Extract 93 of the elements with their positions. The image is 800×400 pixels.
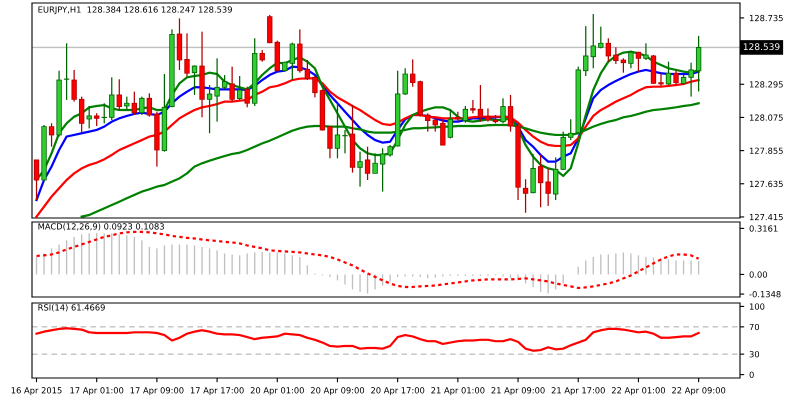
x-tick-label: 17 Apr 01:00 bbox=[70, 387, 124, 396]
candlestick bbox=[478, 84, 484, 122]
x-tick-label: 21 Apr 01:00 bbox=[431, 387, 484, 396]
candlestick bbox=[48, 122, 54, 148]
candlestick bbox=[184, 32, 190, 78]
candlestick bbox=[334, 102, 340, 159]
candlestick bbox=[688, 62, 694, 98]
candlestick bbox=[583, 25, 588, 77]
candlestick bbox=[508, 94, 514, 132]
x-tick-label: 22 Apr 09:00 bbox=[672, 387, 726, 396]
chart-title: MACD(12,26,9) 0.0923 0.1083 bbox=[38, 223, 164, 231]
candlestick bbox=[116, 78, 122, 111]
candlestick bbox=[538, 154, 544, 208]
candlestick bbox=[613, 46, 619, 65]
candlestick bbox=[146, 92, 152, 118]
x-tick-label: 16 Apr 2015 bbox=[12, 387, 62, 396]
chart-title: EURJPY,H1 128.384 128.616 128.247 128.539 bbox=[38, 6, 232, 14]
candlestick bbox=[448, 109, 454, 140]
candlestick bbox=[86, 105, 92, 130]
candlestick bbox=[455, 111, 461, 122]
x-tick-label: 17 Apr 09:00 bbox=[130, 387, 184, 396]
candlestick bbox=[380, 148, 386, 192]
candlestick bbox=[132, 91, 137, 116]
candlestick bbox=[680, 74, 686, 86]
x-tick-label: 20 Apr 01:00 bbox=[250, 387, 304, 396]
y-tick-label: 0.00 bbox=[750, 271, 768, 278]
candlestick bbox=[206, 84, 212, 134]
candlestick bbox=[696, 35, 702, 92]
candlestick bbox=[590, 13, 596, 69]
candlestick bbox=[222, 74, 228, 90]
y-tick-label: 70 bbox=[750, 324, 760, 330]
y-tick-label: 127.635 bbox=[750, 180, 783, 188]
candlestick bbox=[636, 51, 642, 72]
candlestick bbox=[432, 118, 438, 132]
x-tick-label: 20 Apr 17:00 bbox=[371, 387, 424, 396]
x-tick-label: 20 Apr 09:00 bbox=[310, 387, 364, 396]
candlestick bbox=[410, 58, 416, 88]
candlestick bbox=[440, 119, 446, 146]
chart-title: RSI(14) 61.4669 bbox=[38, 304, 105, 312]
candlestick bbox=[64, 42, 70, 101]
y-tick-label: 30 bbox=[750, 351, 760, 358]
candlestick bbox=[109, 76, 114, 121]
line-series bbox=[35, 230, 700, 290]
ref-line-label: 128.539 bbox=[744, 43, 780, 50]
candlestick bbox=[102, 102, 107, 124]
candlestick bbox=[34, 159, 40, 201]
x-tick-label: 21 Apr 17:00 bbox=[552, 387, 605, 396]
candlestick bbox=[568, 118, 574, 141]
candlestick bbox=[290, 42, 296, 81]
candlestick bbox=[124, 96, 130, 111]
candlestick bbox=[357, 151, 363, 188]
candlestick bbox=[387, 144, 393, 158]
candlestick bbox=[282, 61, 288, 72]
y-tick-label: 0 bbox=[750, 372, 754, 378]
candlestick bbox=[94, 112, 100, 127]
y-tick-label: 0.3161 bbox=[750, 225, 778, 232]
candlestick bbox=[485, 108, 491, 122]
candlestick bbox=[402, 68, 408, 96]
y-tick-label: 127.855 bbox=[750, 148, 783, 154]
candlestick bbox=[71, 69, 77, 102]
candlestick bbox=[139, 96, 145, 116]
candlestick bbox=[606, 38, 612, 62]
candlestick bbox=[236, 75, 242, 101]
candlestick bbox=[643, 42, 649, 61]
y-tick-label: 127.415 bbox=[750, 214, 783, 220]
candlestick bbox=[214, 58, 220, 122]
candlestick bbox=[244, 86, 250, 108]
candlestick bbox=[372, 152, 378, 174]
x-tick-label: 22 Apr 01:00 bbox=[612, 387, 666, 396]
x-tick-label: 17 Apr 17:00 bbox=[190, 387, 244, 396]
candlestick bbox=[78, 96, 84, 134]
candlestick bbox=[260, 49, 265, 62]
line-series bbox=[35, 327, 700, 352]
y-tick-label: 128.075 bbox=[750, 114, 783, 121]
candlestick bbox=[192, 64, 198, 96]
candlestick bbox=[462, 105, 468, 124]
y-tick-label: 128.295 bbox=[750, 81, 783, 88]
y-tick-label: 128.735 bbox=[750, 14, 783, 22]
candlestick bbox=[364, 146, 370, 181]
candlestick bbox=[327, 125, 333, 159]
candlestick bbox=[522, 178, 528, 214]
candlestick bbox=[500, 98, 506, 124]
candlestick bbox=[470, 99, 476, 114]
candlestick bbox=[598, 26, 604, 50]
candlestick bbox=[342, 129, 348, 154]
candlestick bbox=[425, 112, 430, 132]
candlestick bbox=[620, 58, 626, 74]
candlestick bbox=[666, 61, 672, 86]
x-tick-label: 21 Apr 09:00 bbox=[491, 387, 545, 396]
candlestick bbox=[545, 168, 551, 207]
y-tick-label: 100 bbox=[750, 303, 764, 310]
candlestick bbox=[628, 50, 634, 69]
y-tick-label: -0.1348 bbox=[749, 291, 781, 298]
